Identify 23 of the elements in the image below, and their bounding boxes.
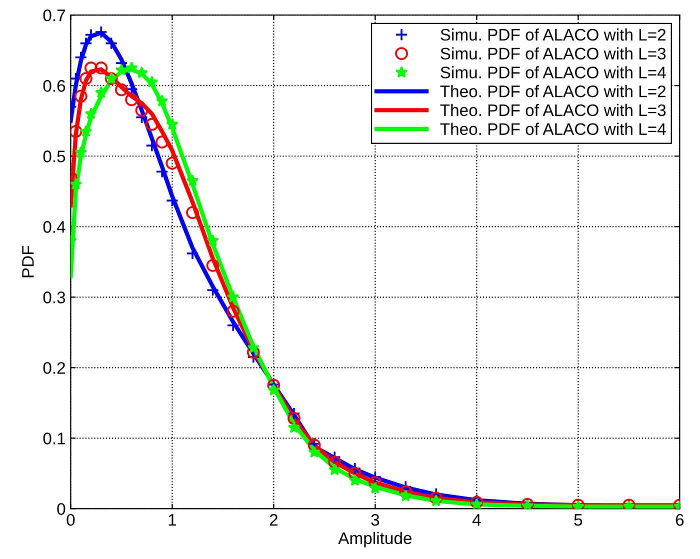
x-tick-label: 1	[168, 514, 176, 526]
y-tick-label: 0.1	[43, 432, 66, 444]
y-tick-label: 0.2	[43, 362, 66, 374]
legend-label: Theo. PDF of ALACO with L=2	[440, 85, 666, 98]
legend-label: Simu. PDF of ALACO with L=2	[440, 28, 666, 41]
x-tick-label: 2	[270, 514, 278, 526]
legend-label: Theo. PDF of ALACO with L=4	[440, 122, 666, 136]
x-tick-label: 6	[676, 514, 684, 526]
x-tick-label: 3	[371, 514, 380, 526]
y-tick-label: 0.5	[43, 150, 66, 162]
x-axis-title: Amplitude	[338, 532, 412, 548]
legend-label: Theo. PDF of ALACO with L=3	[440, 104, 666, 116]
y-tick-label: 0.6	[43, 80, 66, 92]
legend-label: Simu. PDF of ALACO with L=3	[440, 47, 666, 60]
y-tick-label: 0.4	[43, 221, 66, 233]
x-tick-label: 0	[66, 514, 75, 526]
y-axis-title: PDF	[22, 246, 34, 278]
y-tick-label: 0.7	[43, 9, 66, 22]
y-tick-label: 0	[57, 503, 66, 515]
y-tick-label: 0.3	[43, 292, 66, 304]
legend-label: Simu. PDF of ALACO with L=4	[440, 66, 666, 78]
x-tick-label: 5	[574, 514, 582, 526]
x-tick-label: 4	[472, 514, 481, 526]
